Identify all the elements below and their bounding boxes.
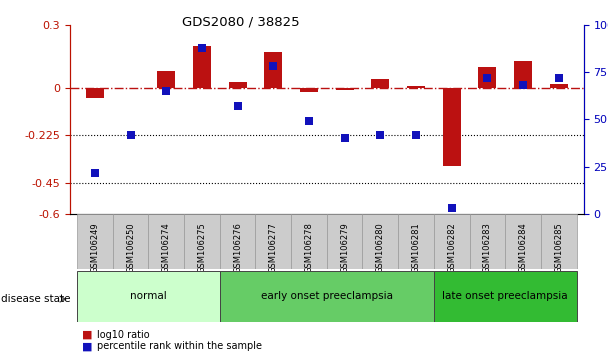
Text: GSM106280: GSM106280 (376, 222, 385, 273)
Point (411, 132, 421, 137)
Point (197, 45, 207, 50)
Bar (407, 86, 425, 88)
Bar (505, 214, 541, 269)
Text: GSM106281: GSM106281 (412, 222, 421, 273)
Bar (362, 214, 398, 269)
Point (483, 75, 492, 81)
Text: log10 ratio: log10 ratio (97, 330, 150, 339)
Bar (86, 88, 104, 98)
Text: ■: ■ (82, 341, 92, 351)
Text: GSM106279: GSM106279 (340, 222, 349, 273)
Bar (219, 214, 255, 269)
Text: GSM106282: GSM106282 (447, 222, 456, 273)
Bar (478, 67, 496, 88)
Bar (184, 214, 219, 269)
Bar (371, 80, 389, 88)
Bar (112, 214, 148, 269)
Point (447, 206, 457, 211)
Text: ■: ■ (82, 330, 92, 339)
Text: GSM106284: GSM106284 (519, 222, 528, 273)
Bar (300, 88, 318, 92)
Point (90, 170, 100, 175)
Bar (514, 61, 532, 88)
Text: normal: normal (130, 291, 167, 302)
Bar (148, 214, 184, 269)
Text: GSM106276: GSM106276 (233, 222, 242, 273)
Text: GDS2080 / 38825: GDS2080 / 38825 (182, 16, 300, 29)
Bar (541, 214, 576, 269)
Bar (291, 214, 326, 269)
Text: percentile rank within the sample: percentile rank within the sample (97, 341, 262, 351)
Text: GSM106250: GSM106250 (126, 222, 135, 273)
Bar (398, 214, 434, 269)
Point (304, 119, 314, 124)
Text: late onset preeclampsia: late onset preeclampsia (443, 291, 568, 302)
Bar (255, 214, 291, 269)
Point (161, 88, 171, 94)
Point (554, 75, 564, 81)
Point (268, 64, 278, 69)
Text: GSM106277: GSM106277 (269, 222, 278, 273)
Bar (193, 46, 211, 88)
Bar (443, 88, 461, 166)
Point (126, 132, 136, 137)
Point (233, 103, 243, 109)
Text: early onset preeclampsia: early onset preeclampsia (261, 291, 393, 302)
Bar (264, 52, 282, 88)
Bar (336, 88, 354, 90)
Bar (219, 271, 434, 322)
Text: disease state: disease state (1, 294, 71, 304)
Text: GSM106274: GSM106274 (162, 222, 171, 273)
Bar (434, 214, 469, 269)
Text: GSM106278: GSM106278 (305, 222, 314, 273)
Point (340, 136, 350, 141)
Bar (229, 81, 246, 88)
Bar (77, 214, 112, 269)
Bar (550, 84, 568, 88)
Bar (434, 271, 576, 322)
Text: GSM106249: GSM106249 (91, 222, 99, 273)
Bar (327, 214, 362, 269)
Point (376, 132, 385, 137)
Bar (157, 71, 175, 88)
Bar (77, 271, 219, 322)
Text: GSM106275: GSM106275 (198, 222, 207, 273)
Text: GSM106283: GSM106283 (483, 222, 492, 273)
Bar (469, 214, 505, 269)
Point (518, 82, 528, 88)
Text: GSM106285: GSM106285 (554, 222, 563, 273)
